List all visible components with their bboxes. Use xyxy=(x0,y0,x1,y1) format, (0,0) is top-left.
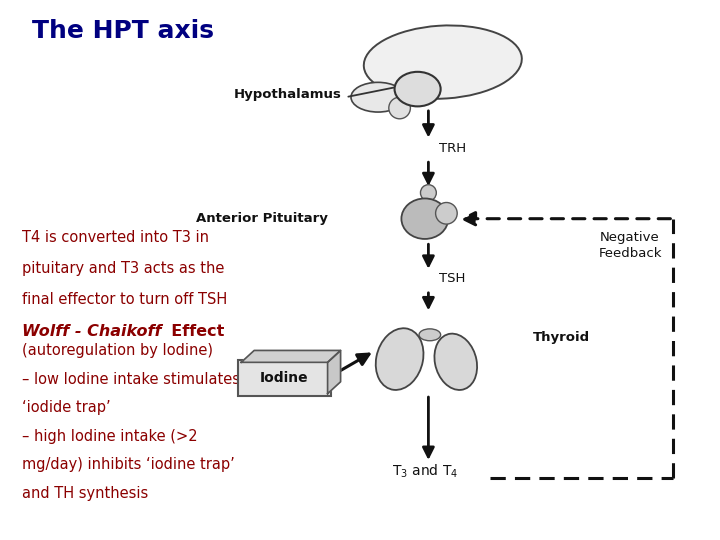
Polygon shape xyxy=(241,350,341,362)
Text: ‘iodide trap’: ‘iodide trap’ xyxy=(22,400,110,415)
Text: TSH: TSH xyxy=(439,272,466,285)
Text: Anterior Pituitary: Anterior Pituitary xyxy=(196,212,328,225)
Circle shape xyxy=(395,72,441,106)
Ellipse shape xyxy=(376,328,423,390)
Text: final effector to turn off TSH: final effector to turn off TSH xyxy=(22,292,227,307)
Ellipse shape xyxy=(389,97,410,119)
Ellipse shape xyxy=(419,329,441,341)
Text: – low Iodine intake stimulates: – low Iodine intake stimulates xyxy=(22,372,240,387)
Ellipse shape xyxy=(434,334,477,390)
Text: T$_3$ and T$_4$: T$_3$ and T$_4$ xyxy=(392,463,458,480)
Text: The HPT axis: The HPT axis xyxy=(32,19,215,43)
Text: – high Iodine intake (>2: – high Iodine intake (>2 xyxy=(22,429,197,444)
FancyBboxPatch shape xyxy=(238,360,331,396)
Ellipse shape xyxy=(402,198,448,239)
Text: and TH synthesis: and TH synthesis xyxy=(22,486,148,501)
Text: mg/day) inhibits ‘iodine trap’: mg/day) inhibits ‘iodine trap’ xyxy=(22,457,234,472)
Text: Effect: Effect xyxy=(160,324,224,339)
Ellipse shape xyxy=(351,82,405,112)
Text: Wolff - Chaikoff: Wolff - Chaikoff xyxy=(22,324,161,339)
Text: Hypothalamus: Hypothalamus xyxy=(234,88,342,101)
Polygon shape xyxy=(328,350,341,394)
Ellipse shape xyxy=(436,202,457,224)
Text: TRH: TRH xyxy=(439,142,467,155)
Ellipse shape xyxy=(420,185,436,201)
Text: Negative
Feedback: Negative Feedback xyxy=(598,231,662,260)
Text: (autoregulation by Iodine): (autoregulation by Iodine) xyxy=(22,343,212,358)
Ellipse shape xyxy=(364,25,522,99)
Text: pituitary and T3 acts as the: pituitary and T3 acts as the xyxy=(22,261,224,276)
Text: T4 is converted into T3 in: T4 is converted into T3 in xyxy=(22,230,209,245)
Text: Iodine: Iodine xyxy=(260,371,309,385)
Text: Thyroid: Thyroid xyxy=(533,331,590,344)
